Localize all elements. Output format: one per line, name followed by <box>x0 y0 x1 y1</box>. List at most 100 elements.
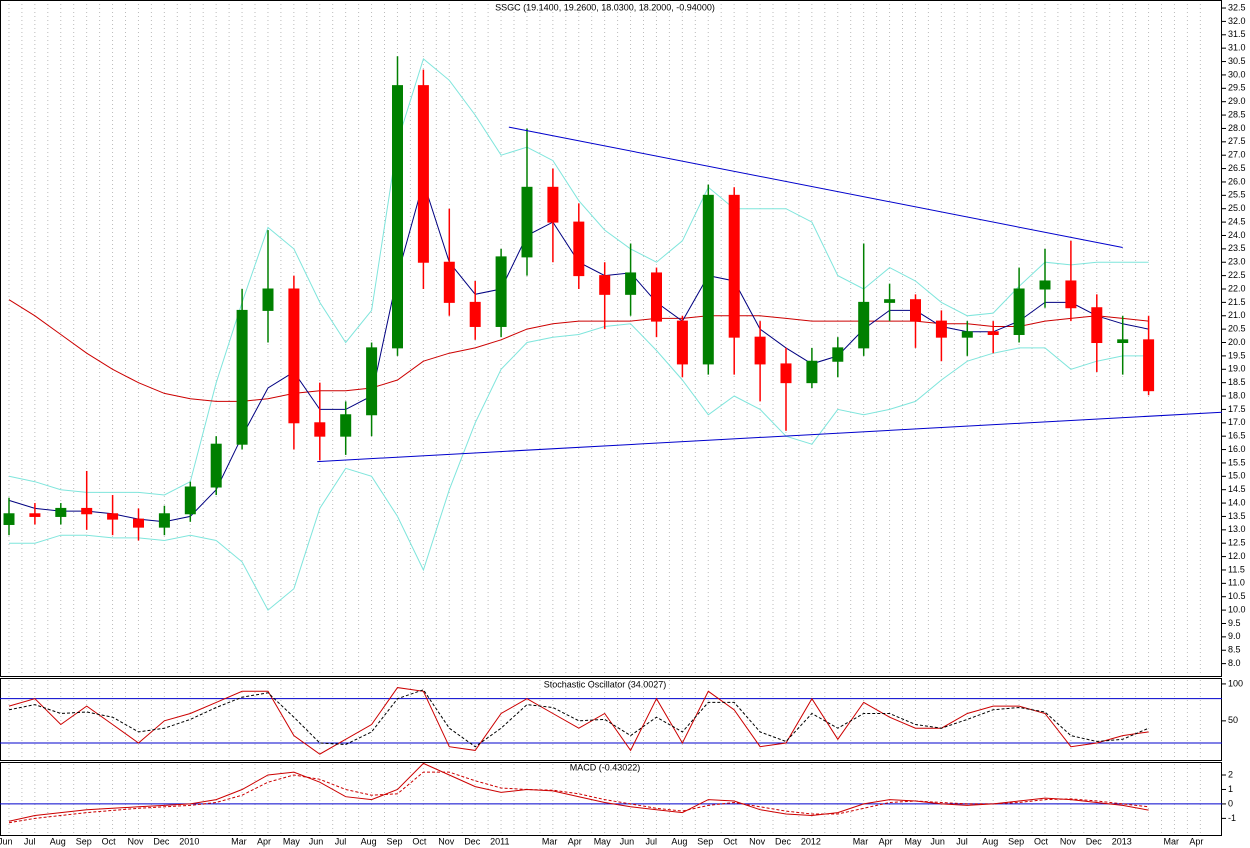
x-tick-label: Mar <box>1164 836 1180 846</box>
y-tick-label: 9.5 <box>1228 618 1241 628</box>
x-tick-label: Aug <box>671 836 687 846</box>
candle-body <box>987 331 999 335</box>
x-tick-label: Apr <box>879 836 893 846</box>
y-tick-label: 30.0 <box>1228 69 1246 79</box>
x-tick-label: Nov <box>438 836 455 846</box>
candle-body <box>780 363 792 384</box>
y-tick-label: 50 <box>1228 715 1238 725</box>
y-tick-label: 16.0 <box>1228 444 1246 454</box>
candle-body <box>1065 280 1077 309</box>
candle-body <box>184 486 196 515</box>
x-tick-label: Nov <box>128 836 145 846</box>
y-tick-label: 25.0 <box>1228 203 1246 213</box>
x-tick-label: Jul <box>335 836 347 846</box>
x-tick-label: Jul <box>24 836 36 846</box>
candle-body <box>910 299 921 322</box>
y-tick-label: 13.5 <box>1228 511 1246 521</box>
series-line <box>8 299 1149 402</box>
candle-body <box>1091 307 1103 344</box>
y-tick-label: 17.0 <box>1228 417 1246 427</box>
grid <box>8 0 1201 835</box>
x-tick-label: Dec <box>464 836 481 846</box>
candle-body <box>702 194 714 365</box>
x-tick-label: Apr <box>257 836 271 846</box>
y-tick-label: 32.0 <box>1228 16 1246 26</box>
x-tick-label: Dec <box>775 836 792 846</box>
x-tick-label: Sep <box>697 836 713 846</box>
candle-body <box>599 275 611 295</box>
y-tick-label: 23.5 <box>1228 243 1246 253</box>
candle-body <box>417 85 429 263</box>
y-tick-label: 18.5 <box>1228 377 1246 387</box>
y-tick-label: 12.5 <box>1228 538 1246 548</box>
y-tick-label: 23.0 <box>1228 257 1246 267</box>
x-tick-label: Jul <box>646 836 658 846</box>
x-tick-label: 2012 <box>801 836 821 846</box>
candle-body <box>573 221 585 277</box>
candle-body <box>81 507 93 515</box>
candle-body <box>1117 339 1129 344</box>
y-tick-label: 32.5 <box>1228 2 1246 12</box>
x-tick-label: Apr <box>568 836 582 846</box>
candle-body <box>210 443 222 488</box>
candle-body <box>651 272 662 322</box>
x-tick-label: Jun <box>620 836 635 846</box>
candle-body <box>340 414 352 437</box>
y-tick-label: 11.0 <box>1228 578 1245 588</box>
price-panel <box>0 0 1222 677</box>
candle-body <box>314 422 326 437</box>
x-tick-label: 2013 <box>1112 836 1132 846</box>
x-tick-label: May <box>594 836 612 846</box>
x-tick-label: 2011 <box>490 836 509 846</box>
y-tick-label: 11.5 <box>1228 564 1245 574</box>
x-tick-label: Sep <box>1008 836 1024 846</box>
x-tick-label: Mar <box>231 836 247 846</box>
series-line <box>8 762 1149 822</box>
y-tick-label: 19.5 <box>1228 350 1246 360</box>
y-tick-label: 9.0 <box>1228 631 1241 641</box>
x-tick-label: May <box>283 836 301 846</box>
x-tick-label: Jun <box>930 836 945 846</box>
y-tick-label: 29.5 <box>1228 83 1246 93</box>
x-tick-label: Aug <box>982 836 998 846</box>
candle-body <box>521 186 533 258</box>
candle-body <box>288 288 300 424</box>
x-tick-label: Sep <box>76 836 92 846</box>
trend-line <box>317 411 1222 463</box>
series-line <box>8 58 1149 496</box>
y-tick-label: 10.5 <box>1228 591 1246 601</box>
candle-body <box>29 513 41 517</box>
y-tick-label: 16.5 <box>1228 431 1246 441</box>
y-tick-label: 22.0 <box>1228 283 1246 293</box>
x-tick-label: Oct <box>723 836 738 846</box>
candle-body <box>469 301 481 327</box>
x-tick-label: May <box>905 836 923 846</box>
candle-body <box>495 256 507 327</box>
y-tick-label: 13.0 <box>1228 524 1246 534</box>
y-tick-label: 100 <box>1228 678 1243 688</box>
candle-body <box>107 513 119 520</box>
y-tick-label: 0 <box>1228 798 1233 808</box>
y-tick-label: 1 <box>1228 784 1233 794</box>
candle-body <box>392 85 403 349</box>
y-tick-label: 25.5 <box>1228 190 1246 200</box>
candle-body <box>806 360 818 384</box>
x-tick-label: Apr <box>1189 836 1203 846</box>
series-line <box>9 323 1149 611</box>
candle-body <box>625 272 637 295</box>
y-tick-label: 17.5 <box>1228 404 1246 414</box>
candle-body <box>884 299 896 303</box>
candle-body <box>547 186 559 223</box>
x-tick-label: Aug <box>361 836 377 846</box>
y-tick-label: 26.0 <box>1228 176 1246 186</box>
x-tick-label: Jun <box>309 836 324 846</box>
y-tick-label: 29.0 <box>1228 96 1246 106</box>
candle-body <box>728 194 740 338</box>
y-tick-label: 10.0 <box>1228 604 1246 614</box>
y-tick-label: 27.0 <box>1228 150 1246 160</box>
y-tick-label: 15.5 <box>1228 457 1246 467</box>
y-tick-label: 28.0 <box>1228 123 1246 133</box>
y-tick-label: 27.5 <box>1228 136 1246 146</box>
y-tick-label: 8.5 <box>1228 645 1241 655</box>
